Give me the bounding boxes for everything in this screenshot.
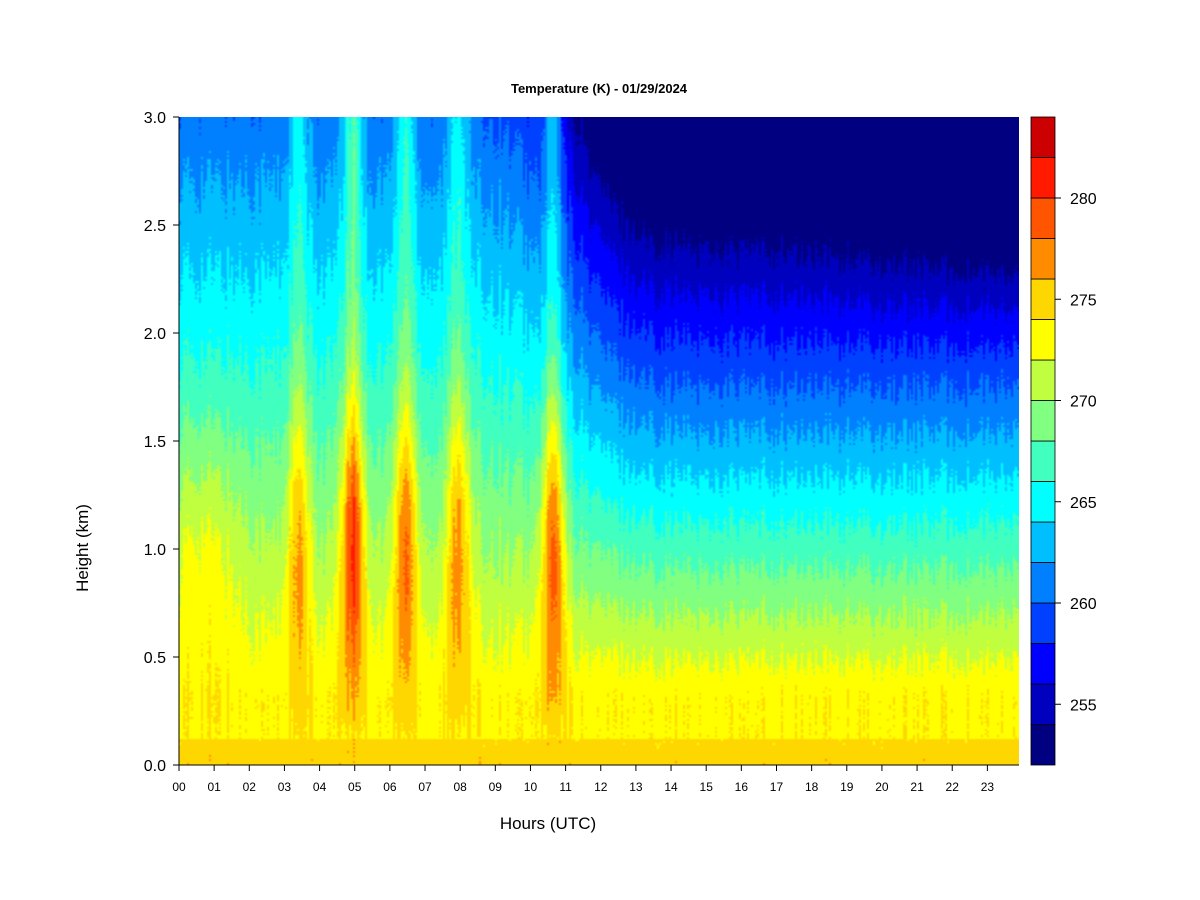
x-tick-label: 02: [243, 780, 257, 794]
colorbar-tick-label: 280: [1070, 191, 1097, 208]
x-tick-label: 20: [875, 780, 889, 794]
y-axis: 0.0 0.5 1.0 1.5 2.0 2.5 3.0: [144, 110, 180, 775]
colorbar-tick-label: 255: [1070, 697, 1097, 714]
y-axis-label: Height (km): [73, 504, 92, 592]
colorbar-swatch: [1030, 359, 1056, 401]
colorbar-tick-label: 270: [1070, 394, 1097, 411]
colorbar-swatch: [1030, 197, 1056, 239]
x-axis-label: Hours (UTC): [500, 814, 596, 833]
x-tick-label: 00: [172, 780, 186, 794]
y-tick-label: 2.0: [144, 326, 166, 343]
y-tick-label: 0.0: [144, 758, 166, 775]
x-tick-label: 01: [207, 780, 221, 794]
colorbar-swatch: [1030, 319, 1056, 361]
y-tick-label: 0.5: [144, 650, 166, 667]
colorbar-swatch: [1030, 481, 1056, 523]
x-tick-label: 11: [559, 780, 572, 794]
x-tick-label: 06: [383, 780, 397, 794]
x-tick-label: 13: [629, 780, 643, 794]
x-tick-label: 23: [981, 780, 995, 794]
x-tick-label: 07: [418, 780, 432, 794]
colorbar-swatch: [1030, 238, 1056, 280]
x-tick-label: 12: [594, 780, 608, 794]
colorbar: 255 260 265 270 275 280: [1030, 116, 1097, 766]
colorbar-tick-label: 260: [1070, 596, 1097, 613]
colorbar-swatch: [1030, 116, 1056, 158]
chart-title: Temperature (K) - 01/29/2024: [511, 81, 688, 96]
x-tick-label: 19: [840, 780, 854, 794]
x-tick-label: 04: [313, 780, 327, 794]
colorbar-swatch: [1030, 278, 1056, 320]
colorbar-swatch: [1030, 440, 1056, 482]
x-tick-label: 21: [910, 780, 924, 794]
x-tick-label: 10: [524, 780, 538, 794]
colorbar-tick-label: 275: [1070, 292, 1097, 309]
x-tick-label: 03: [278, 780, 292, 794]
x-tick-label: 05: [348, 780, 362, 794]
colorbar-swatch: [1030, 400, 1056, 442]
x-tick-label: 14: [664, 780, 678, 794]
x-tick-label: 08: [453, 780, 467, 794]
y-tick-label: 2.5: [144, 218, 166, 235]
colorbar-swatch: [1030, 157, 1056, 199]
x-tick-label: 15: [700, 780, 714, 794]
colorbar-swatch: [1030, 643, 1056, 685]
y-tick-label: 1.0: [144, 542, 166, 559]
x-tick-label: 22: [946, 780, 960, 794]
colorbar-tick-label: 265: [1070, 495, 1097, 512]
y-tick-label: 1.5: [144, 434, 166, 451]
x-tick-label: 16: [735, 780, 749, 794]
temperature-heatmap: [179, 117, 1019, 765]
colorbar-swatch: [1030, 521, 1056, 563]
x-tick-label: 17: [770, 780, 784, 794]
y-tick-label: 3.0: [144, 110, 166, 127]
colorbar-swatch: [1030, 602, 1056, 644]
x-tick-label: 09: [489, 780, 503, 794]
x-tick-label: 18: [805, 780, 819, 794]
colorbar-swatch: [1030, 683, 1056, 725]
heatmap-plot-area: [179, 117, 1019, 765]
x-axis: 00 01 02 03 04 05 06 07 08 09 10 11 12 13 14 15 16 17 18 19…: [172, 764, 1019, 794]
colorbar-swatch: [1030, 724, 1056, 766]
colorbar-swatch: [1030, 562, 1056, 604]
